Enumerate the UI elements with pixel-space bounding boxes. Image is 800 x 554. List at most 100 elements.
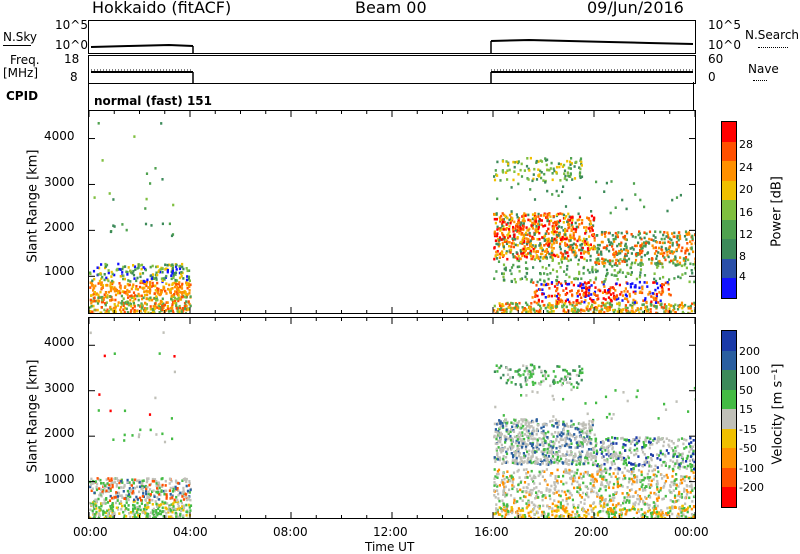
- heatmap-cell: [122, 308, 125, 311]
- heatmap-cell: [555, 241, 558, 244]
- heatmap-cell: [574, 230, 577, 234]
- heatmap-cell: [591, 463, 595, 467]
- heatmap-cell: [592, 480, 595, 483]
- heatmap-cell: [497, 468, 501, 472]
- heatmap-cell: [525, 278, 528, 281]
- heatmap-cell: [115, 485, 118, 488]
- heatmap-cell: [648, 258, 651, 261]
- heatmap-cell: [654, 301, 658, 304]
- velocity-ylabel: Slant Range [km]: [25, 359, 41, 473]
- heatmap-cell: [496, 470, 499, 473]
- heatmap-cell: [139, 508, 142, 512]
- heatmap-cell: [515, 456, 518, 460]
- heatmap-cell: [542, 429, 545, 433]
- heatmap-cell: [591, 510, 594, 513]
- heatmap-cell: [683, 487, 686, 491]
- heatmap-cell: [528, 490, 531, 494]
- heatmap-cell: [497, 458, 500, 461]
- heatmap-cell: [519, 496, 522, 500]
- heatmap-cell: [142, 511, 145, 514]
- heatmap-cell: [678, 243, 681, 247]
- heatmap-cell: [539, 472, 542, 476]
- heatmap-cell: [146, 512, 149, 516]
- heatmap-cell: [548, 516, 551, 518]
- heatmap-cell: [529, 218, 532, 222]
- heatmap-cell: [510, 421, 513, 424]
- heatmap-cell: [509, 307, 512, 310]
- heatmap-cell: [545, 163, 548, 167]
- colorbar-segment: [722, 239, 736, 260]
- heatmap-cell: [519, 488, 522, 492]
- heatmap-cell: [638, 280, 641, 284]
- heatmap-cell: [114, 310, 117, 313]
- heatmap-cell: [571, 243, 574, 247]
- heatmap-cell: [182, 291, 185, 294]
- heatmap-cell: [186, 269, 189, 273]
- heatmap-cell: [509, 428, 513, 431]
- heatmap-cell: [552, 222, 555, 225]
- heatmap-cell: [625, 308, 628, 312]
- heatmap-cell: [557, 475, 560, 478]
- heatmap-cell: [522, 250, 525, 254]
- heatmap-cell: [679, 276, 682, 280]
- heatmap-cell: [689, 240, 692, 243]
- heatmap-cell: [561, 190, 564, 194]
- heatmap-cell: [540, 514, 543, 517]
- heatmap-cell: [661, 291, 664, 295]
- heatmap-cell: [109, 504, 112, 508]
- heatmap-cell: [551, 249, 554, 252]
- heatmap-cell: [679, 478, 683, 482]
- heatmap-cell: [121, 290, 124, 293]
- heatmap-cell: [171, 294, 175, 297]
- heatmap-cell: [605, 292, 608, 295]
- heatmap-cell: [133, 515, 136, 518]
- heatmap-cell: [519, 223, 522, 227]
- heatmap-cell: [587, 302, 590, 305]
- heatmap-cell: [661, 289, 664, 293]
- heatmap-cell: [566, 444, 569, 447]
- heatmap-cell: [624, 238, 627, 241]
- heatmap-cell: [649, 496, 652, 499]
- heatmap-cell: [521, 431, 524, 434]
- heatmap-cell: [535, 178, 539, 181]
- heatmap-cell: [159, 290, 162, 294]
- heatmap-cell: [562, 507, 565, 511]
- nsearch-label: N.Search: [745, 28, 800, 42]
- heatmap-cell: [546, 483, 549, 487]
- heatmap-cell: [496, 508, 499, 512]
- heatmap-cell: [522, 233, 525, 237]
- heatmap-cell: [583, 257, 586, 261]
- heatmap-cell: [603, 311, 606, 313]
- heatmap-cell: [596, 298, 599, 301]
- heatmap-cell: [494, 233, 497, 236]
- heatmap-cell: [178, 306, 182, 310]
- heatmap-cell: [683, 475, 686, 479]
- heatmap-cell: [535, 301, 538, 305]
- heatmap-cell: [655, 474, 658, 478]
- heatmap-cell: [171, 233, 175, 236]
- heatmap-cell: [166, 301, 169, 304]
- heatmap-cell: [688, 280, 691, 284]
- heatmap-cell: [640, 307, 643, 310]
- heatmap-cell: [179, 499, 183, 503]
- heatmap-cell: [514, 441, 517, 445]
- heatmap-cell: [668, 237, 671, 241]
- heatmap-cell: [185, 296, 188, 299]
- heatmap-cell: [566, 251, 569, 254]
- heatmap-cell: [554, 305, 557, 308]
- heatmap-cell: [130, 287, 133, 291]
- heatmap-cell: [535, 225, 538, 228]
- heatmap-cell: [525, 490, 528, 493]
- heatmap-cell: [601, 483, 604, 487]
- heatmap-cell: [149, 428, 152, 432]
- heatmap-cell: [91, 482, 94, 485]
- heatmap-cell: [539, 246, 542, 250]
- heatmap-cell: [510, 210, 513, 213]
- heatmap-cell: [586, 429, 589, 433]
- heatmap-cell: [649, 512, 653, 515]
- heatmap-cell: [553, 499, 556, 502]
- heatmap-cell: [578, 215, 582, 219]
- heatmap-cell: [136, 294, 139, 298]
- heatmap-cell: [508, 230, 511, 234]
- heatmap-cell: [585, 306, 588, 310]
